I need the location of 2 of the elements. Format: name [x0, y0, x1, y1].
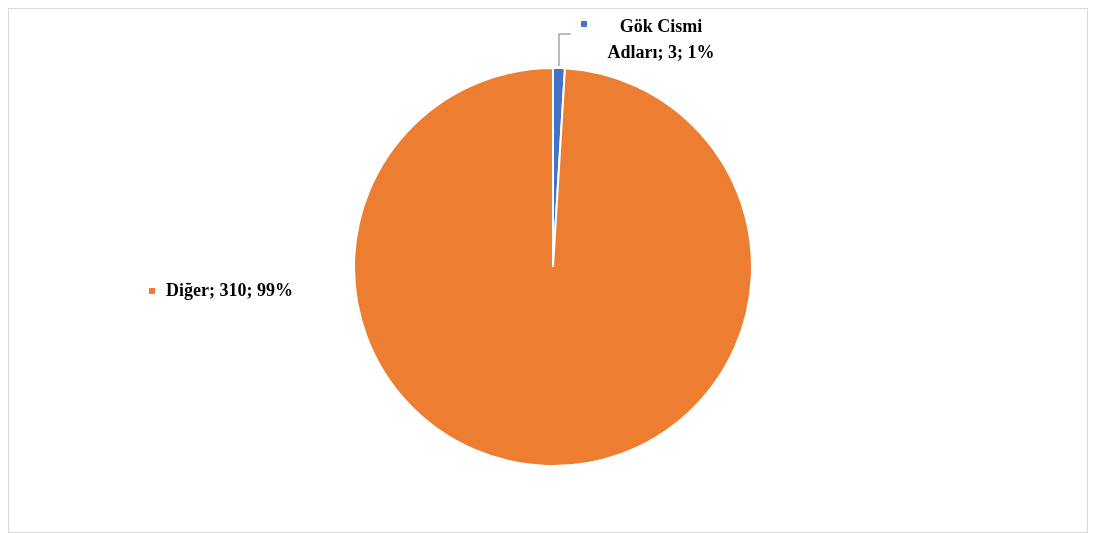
- legend-label: Gök Cismi Adları; 3; 1%: [606, 15, 716, 64]
- legend-label: Diğer; 310; 99%: [166, 279, 293, 302]
